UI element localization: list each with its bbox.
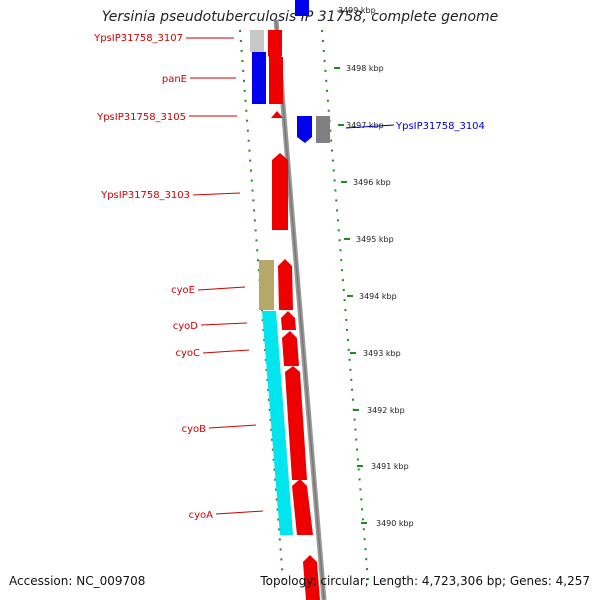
gene-label[interactable]: cyoC xyxy=(175,348,200,359)
kbp-label: 3496 kbp xyxy=(353,178,391,187)
leader-line xyxy=(192,192,241,196)
right-track-guide xyxy=(321,29,369,581)
gene-block-cyoB[interactable] xyxy=(262,311,293,535)
gene-arrow-3104[interactable] xyxy=(297,116,312,143)
gene-label[interactable]: YpsIP31758_3105 xyxy=(96,112,186,123)
gene-block-3107[interactable] xyxy=(250,30,264,52)
leader-line xyxy=(345,124,395,129)
kbp-label: 3498 kbp xyxy=(346,64,384,73)
gene-arrow-cyoD[interactable] xyxy=(281,311,296,330)
kbp-label: 3490 kbp xyxy=(376,519,414,528)
gene-arrow-cyoA[interactable] xyxy=(292,479,313,535)
gene-label[interactable]: cyoB xyxy=(182,424,207,435)
leader-line xyxy=(202,349,250,354)
gene-arrow-cyoB[interactable] xyxy=(285,366,307,480)
kbp-label: 3497 kbp xyxy=(346,121,384,130)
map-title: Yersinia pseudotuberculosis IP 31758, co… xyxy=(101,9,499,25)
leader-line xyxy=(197,286,246,291)
kbp-label: 3492 kbp xyxy=(367,406,405,415)
leader-line xyxy=(208,424,257,429)
gene-arrow-cyoE[interactable] xyxy=(278,259,293,310)
gene-label[interactable]: cyoE xyxy=(171,285,195,296)
kbp-label: 3494 kbp xyxy=(359,292,397,301)
kbp-label: 3495 kbp xyxy=(356,235,394,244)
gene-arrow-cyoC[interactable] xyxy=(282,331,299,366)
left-track-guide xyxy=(239,29,284,581)
kbp-label: 3491 kbp xyxy=(371,462,409,471)
gene-block-panE[interactable] xyxy=(252,52,266,104)
gene-block-grey[interactable] xyxy=(316,116,330,143)
kbp-label-top-partial: 3499 kbp xyxy=(338,6,376,15)
scale-ticks xyxy=(334,67,367,524)
gene-arrow-3103[interactable] xyxy=(272,153,288,230)
gene-arrow-red[interactable] xyxy=(268,30,282,63)
gene-arrow-bottom[interactable] xyxy=(303,555,320,600)
gene-label[interactable]: cyoD xyxy=(173,321,199,332)
gene-arrow-3105[interactable] xyxy=(271,111,283,118)
gene-label[interactable]: YpsIP31758_3107 xyxy=(93,33,183,44)
gene-label[interactable]: YpsIP31758_3104 xyxy=(395,121,485,132)
gene-features xyxy=(250,0,330,600)
leader-line xyxy=(215,510,264,515)
gene-block-blue-partial[interactable] xyxy=(295,0,309,16)
left-gene-labels: YpsIP31758_3107 panE YpsIP31758_3105 Yps… xyxy=(93,33,264,521)
gene-block-cyoE[interactable] xyxy=(259,260,274,310)
gene-label[interactable]: cyoA xyxy=(189,510,214,521)
leader-line xyxy=(200,322,248,326)
genome-summary-text: Topology: circular; Length: 4,723,306 bp… xyxy=(260,574,590,588)
accession-text: Accession: NC_009708 xyxy=(9,574,146,588)
kbp-label: 3493 kbp xyxy=(363,349,401,358)
right-gene-labels: YpsIP31758_3104 xyxy=(345,121,485,132)
gene-label[interactable]: panE xyxy=(162,74,187,85)
gene-label[interactable]: YpsIP31758_3103 xyxy=(100,190,190,201)
gene-block-red[interactable] xyxy=(269,57,283,104)
scale-labels: 3499 kbp 3498 kbp 3497 kbp 3496 kbp 3495… xyxy=(338,6,414,528)
